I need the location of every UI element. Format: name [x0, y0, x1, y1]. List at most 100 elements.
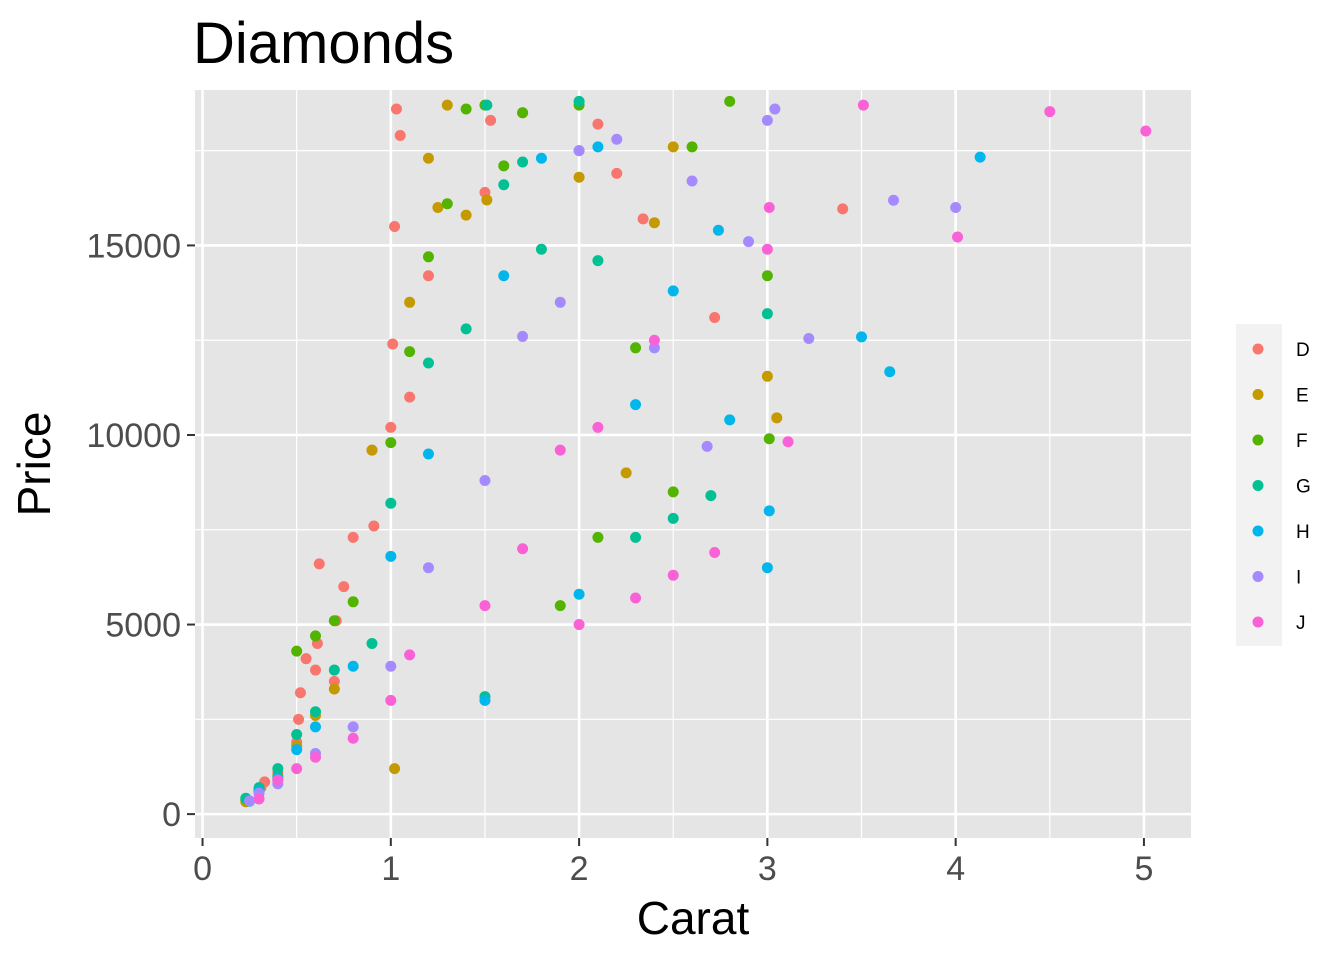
data-point [422, 270, 434, 282]
data-point [761, 370, 773, 382]
data-point [244, 795, 256, 807]
data-point [705, 490, 717, 502]
data-point [404, 649, 416, 661]
data-point [667, 141, 679, 153]
data-point [637, 213, 649, 225]
data-point [620, 467, 632, 479]
data-point [385, 437, 397, 449]
legend-label-E: E [1296, 386, 1309, 407]
color-legend: D E F G H I J [1236, 324, 1311, 646]
data-point [573, 95, 585, 107]
legend-key-G [1252, 480, 1264, 491]
data-point [479, 694, 491, 706]
x-tick-label: 5 [1134, 850, 1153, 888]
data-point [441, 99, 453, 111]
data-point [347, 732, 359, 744]
y-tick-label: 5000 [105, 607, 181, 645]
data-point [338, 581, 350, 593]
data-point [385, 660, 397, 672]
data-point [328, 615, 340, 627]
data-point [630, 592, 642, 604]
data-point [803, 333, 815, 345]
data-point [404, 346, 416, 358]
data-point [291, 645, 303, 657]
data-point [763, 505, 775, 517]
data-point [630, 342, 642, 354]
data-point [328, 683, 340, 695]
data-point [686, 141, 698, 153]
data-point [573, 588, 585, 600]
legend-label-H: H [1296, 522, 1310, 543]
x-tick-label: 3 [758, 850, 777, 888]
data-point [573, 619, 585, 631]
data-point [686, 175, 698, 187]
data-point [253, 793, 265, 805]
data-point [724, 95, 736, 107]
data-point [573, 171, 585, 183]
chart-title: Diamonds [193, 11, 454, 76]
data-point [517, 543, 529, 555]
data-point [592, 531, 604, 543]
data-point [293, 713, 305, 725]
data-point [648, 217, 660, 229]
data-point [592, 255, 604, 267]
data-point [309, 630, 321, 642]
data-point [592, 118, 604, 130]
data-point [366, 444, 378, 456]
data-point [385, 694, 397, 706]
data-point [479, 474, 491, 486]
data-point [709, 547, 721, 559]
data-point [724, 414, 736, 426]
data-point [294, 687, 306, 699]
data-point [535, 152, 547, 164]
data-point [272, 774, 284, 786]
data-point [309, 706, 321, 718]
data-point [763, 433, 775, 445]
data-point [763, 202, 775, 214]
data-point [712, 224, 724, 236]
data-point [309, 721, 321, 733]
data-point [611, 133, 623, 145]
x-tick-label: 4 [946, 850, 965, 888]
data-point [460, 103, 472, 115]
legend-label-G: G [1296, 477, 1311, 498]
data-point [291, 744, 303, 756]
data-point [422, 357, 434, 369]
data-point [592, 141, 604, 153]
legend-label-I: I [1296, 568, 1301, 589]
y-tick-label: 15000 [86, 227, 181, 265]
data-point [498, 179, 510, 191]
data-point [328, 664, 340, 676]
data-point [385, 550, 397, 562]
data-point [347, 660, 359, 672]
series-G [240, 95, 773, 804]
data-point [648, 342, 660, 354]
data-point [460, 209, 472, 221]
data-point [554, 600, 566, 612]
series-J [253, 99, 1152, 805]
data-point [300, 653, 312, 665]
data-point [856, 331, 868, 343]
x-axis-ticks: 0 1 2 3 4 5 [193, 838, 1153, 888]
major-gridlines [195, 90, 1191, 838]
data-point [782, 436, 794, 448]
data-point [309, 664, 321, 676]
data-point [648, 334, 660, 346]
data-point [309, 751, 321, 763]
data-point [667, 569, 679, 581]
data-point [404, 296, 416, 308]
data-point [761, 243, 773, 255]
data-point [517, 156, 529, 168]
data-point [313, 558, 325, 570]
data-point [387, 338, 399, 350]
data-point [347, 721, 359, 733]
data-point [328, 675, 340, 687]
legend-label-J: J [1296, 613, 1306, 634]
data-point [667, 285, 679, 297]
data-point [771, 412, 783, 424]
data-point [630, 399, 642, 411]
data-point [974, 151, 986, 163]
data-point [884, 366, 896, 378]
data-point [479, 600, 491, 612]
x-axis-title: Carat [637, 892, 750, 944]
